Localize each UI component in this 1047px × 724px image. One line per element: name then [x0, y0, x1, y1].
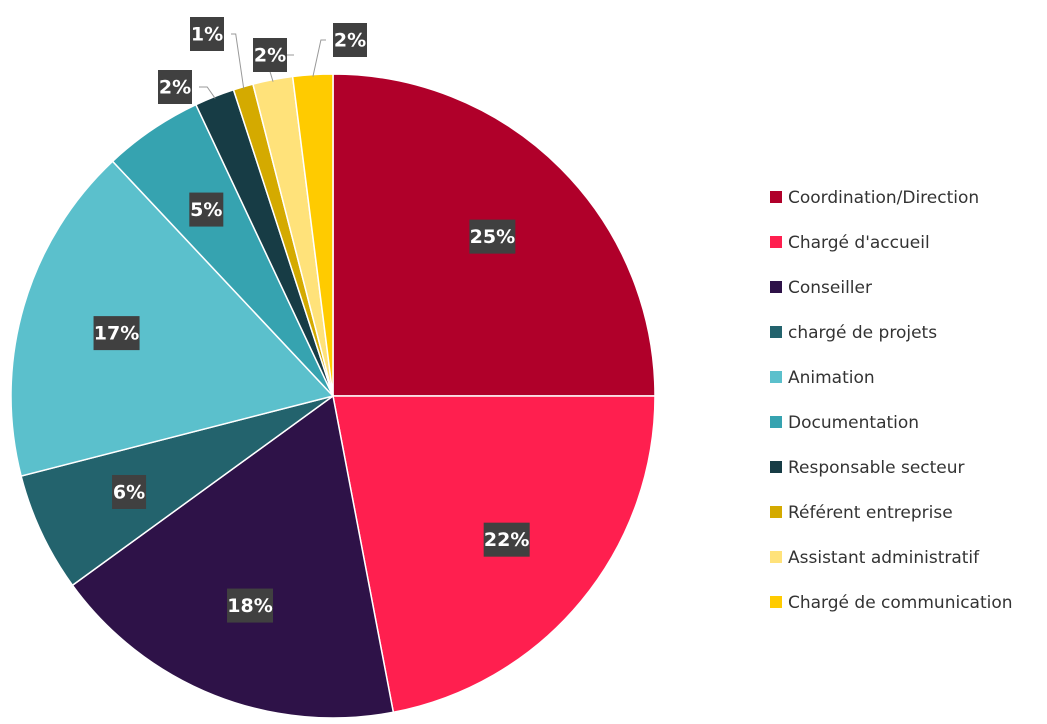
legend-label: Chargé de communication — [788, 593, 1013, 613]
data-label: 2% — [334, 30, 366, 52]
pie-slice — [10, 160, 335, 477]
legend-label: Référent entreprise — [788, 503, 953, 523]
legend-label: Animation — [788, 368, 875, 388]
legend-swatch — [770, 416, 782, 428]
legend-swatch — [770, 326, 782, 338]
legend-swatch — [770, 506, 782, 518]
label-box — [190, 17, 224, 51]
label-box — [253, 38, 287, 72]
data-label: 17% — [94, 323, 139, 345]
legend-swatch — [770, 371, 782, 383]
legend-label: Assistant administratif — [788, 548, 980, 568]
legend-label: chargé de projets — [788, 323, 937, 343]
data-label: 1% — [191, 24, 223, 46]
data-label: 18% — [227, 595, 272, 617]
label-box — [93, 316, 140, 351]
legend-label: Conseiller — [788, 278, 872, 298]
data-label: 6% — [113, 481, 145, 503]
legend-swatch — [770, 191, 782, 203]
data-label: 2% — [159, 77, 191, 99]
pie-slice — [71, 394, 395, 719]
data-label: 5% — [190, 199, 222, 221]
pie-slice — [20, 395, 334, 587]
data-label: 25% — [470, 226, 515, 248]
leader-line — [312, 39, 326, 77]
label-box — [333, 23, 367, 57]
leader-line — [199, 86, 216, 99]
leader-line — [231, 33, 245, 89]
legend-swatch — [770, 461, 782, 473]
legend-swatch — [770, 236, 782, 248]
legend-label: Chargé d'accueil — [788, 233, 930, 253]
legend-swatch — [770, 551, 782, 563]
data-label: 2% — [254, 45, 286, 67]
label-box — [189, 192, 224, 227]
legend-label: Coordination/Direction — [788, 188, 979, 208]
label-box — [227, 588, 274, 623]
label-box — [469, 219, 516, 254]
data-label: 22% — [484, 529, 529, 551]
pie-slice — [291, 73, 334, 397]
legend-swatch — [770, 281, 782, 293]
legend-label: Documentation — [788, 413, 919, 433]
label-box — [158, 70, 192, 104]
label-box — [112, 474, 147, 509]
legend-label: Responsable secteur — [788, 458, 965, 478]
label-box — [483, 522, 530, 557]
legend-swatch — [770, 596, 782, 608]
